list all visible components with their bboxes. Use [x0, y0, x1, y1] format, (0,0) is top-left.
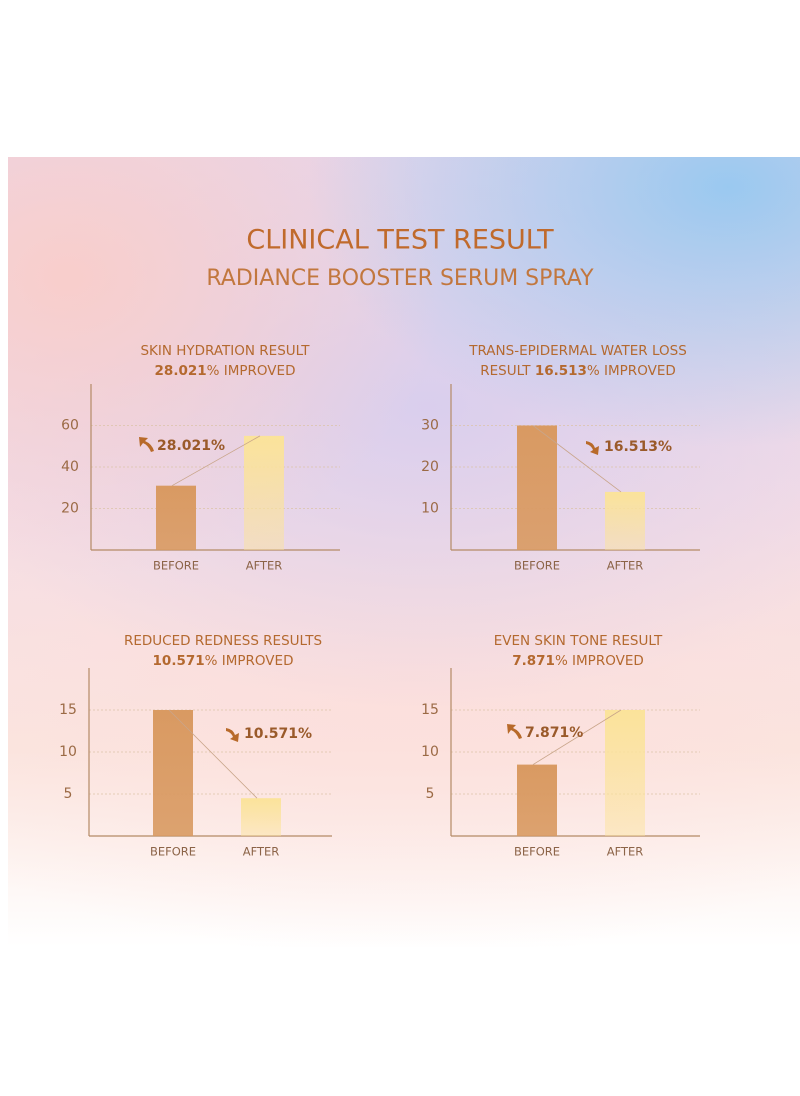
trend-arrow — [139, 437, 154, 452]
annotation: 16.513% — [604, 439, 672, 455]
bar — [153, 710, 193, 836]
bar — [244, 435, 284, 550]
x-tick-label: AFTER — [246, 559, 283, 573]
subtitle-part: % IMPROVED — [587, 363, 676, 379]
trend-line — [171, 435, 261, 487]
y-tick-label: 15 — [421, 702, 439, 718]
chart-title: REDUCED REDNESS RESULTS — [124, 633, 322, 649]
chart-subtitle: 7.871% IMPROVED — [512, 653, 644, 669]
subtitle-part: 28.021 — [155, 363, 207, 379]
x-tick-label: AFTER — [243, 845, 280, 859]
main-subtitle: RADIANCE BOOSTER SERUM SPRAY — [206, 266, 594, 291]
trend-arrow — [507, 724, 522, 739]
subtitle-part: 16.513 — [535, 363, 587, 379]
y-tick-label: 5 — [426, 786, 435, 802]
y-tick-label: 10 — [421, 501, 439, 517]
trend-arrow — [586, 441, 599, 455]
bar — [605, 710, 645, 836]
y-tick-label: 10 — [59, 744, 77, 760]
y-tick-label: 5 — [64, 786, 73, 802]
chart-title: TRANS-EPIDERMAL WATER LOSS — [468, 343, 687, 359]
y-tick-label: 15 — [59, 702, 77, 718]
annotation: 10.571% — [244, 726, 312, 742]
annotation: 7.871% — [525, 725, 583, 741]
subtitle-part: 10.571 — [153, 653, 205, 669]
subtitle-part: 7.871 — [512, 653, 555, 669]
subtitle-part: % IMPROVED — [555, 653, 644, 669]
y-tick-label: 60 — [61, 418, 79, 434]
y-tick-label: 30 — [421, 418, 439, 434]
subtitle-part: % IMPROVED — [205, 653, 294, 669]
x-tick-label: AFTER — [607, 845, 644, 859]
chart-title: SKIN HYDRATION RESULT — [140, 343, 310, 359]
x-tick-label: BEFORE — [150, 845, 196, 859]
trend-arrow — [226, 728, 239, 742]
bar — [156, 485, 196, 550]
chart-subtitle: 28.021% IMPROVED — [155, 363, 296, 379]
x-tick-label: BEFORE — [514, 559, 560, 573]
bar — [241, 798, 281, 836]
subtitle-part: RESULT — [480, 363, 535, 379]
background — [8, 157, 800, 947]
y-tick-label: 40 — [61, 459, 79, 475]
y-tick-label: 20 — [61, 501, 79, 517]
subtitle-part: % IMPROVED — [207, 363, 296, 379]
chart-subtitle: 10.571% IMPROVED — [153, 653, 294, 669]
chart-subtitle: RESULT 16.513% IMPROVED — [480, 363, 676, 379]
trend-line — [168, 709, 258, 799]
chart-title: EVEN SKIN TONE RESULT — [494, 633, 663, 649]
x-tick-label: BEFORE — [153, 559, 199, 573]
bar — [517, 764, 557, 836]
bar — [605, 491, 645, 550]
bar — [517, 425, 557, 550]
annotation: 28.021% — [157, 438, 225, 454]
y-tick-label: 10 — [421, 744, 439, 760]
main-title: CLINICAL TEST RESULT — [246, 225, 554, 256]
x-tick-label: AFTER — [607, 559, 644, 573]
y-tick-label: 20 — [421, 459, 439, 475]
trend-line — [532, 709, 622, 765]
x-tick-label: BEFORE — [514, 845, 560, 859]
trend-line — [532, 425, 622, 493]
